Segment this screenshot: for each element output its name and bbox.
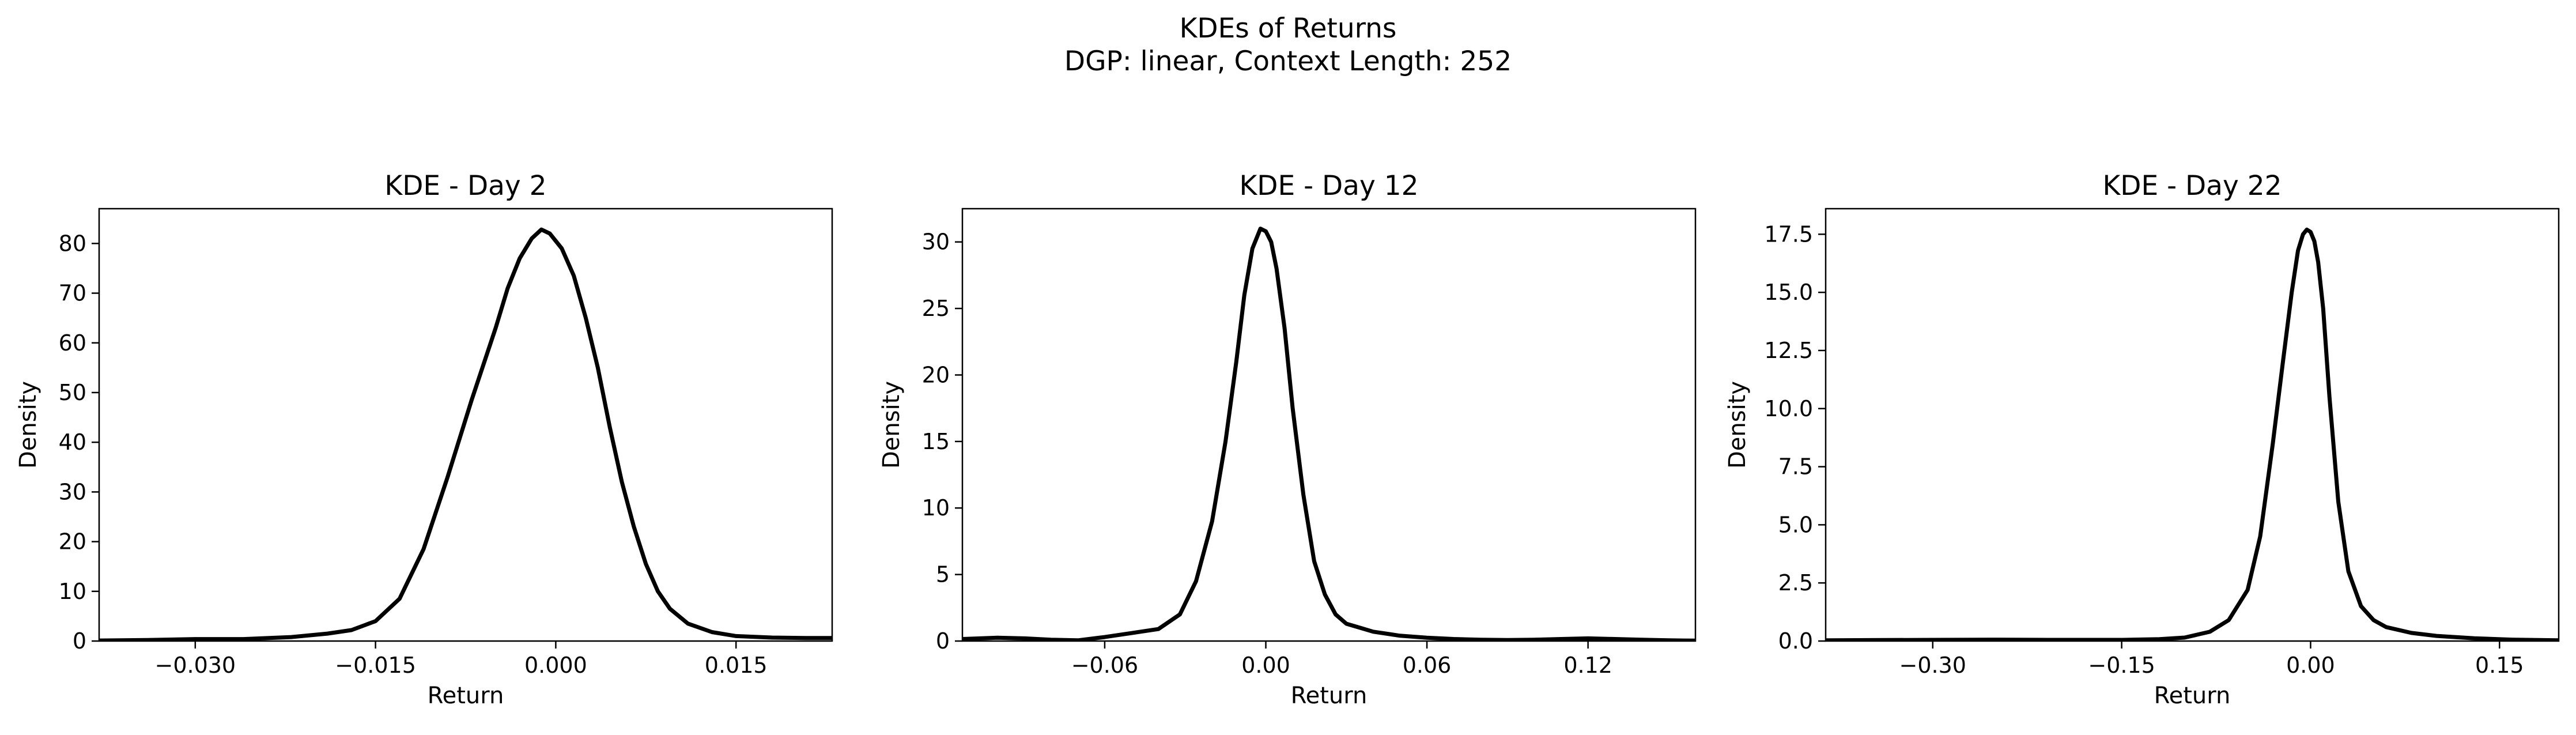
y-tick-label: 10: [59, 579, 86, 604]
x-tick-label: −0.015: [335, 653, 416, 678]
y-tick-label: 7.5: [1778, 454, 1813, 480]
y-tick-label: 0.0: [1778, 628, 1813, 654]
y-tick-label: 12.5: [1764, 338, 1813, 363]
y-tick-label: 15.0: [1764, 280, 1813, 305]
y-tick-label: 0: [73, 628, 86, 654]
y-tick-label: 60: [59, 330, 86, 356]
x-tick-label: −0.15: [2088, 653, 2155, 678]
kde-curve-1-1: [99, 227, 832, 641]
y-tick-label: 30: [59, 479, 86, 504]
y-tick-label: 10.0: [1764, 396, 1813, 421]
y-axis-label: Density: [15, 381, 41, 469]
kde-curve-2-1: [962, 227, 1695, 641]
x-axis-label: Return: [428, 683, 504, 709]
kde-panels: −0.030 −0.015 0.000 0.01501020304050607080K…: [15, 170, 2560, 709]
y-tick-label: 5.0: [1778, 512, 1813, 537]
panel-title: KDE - Day 2: [384, 170, 546, 202]
y-tick-label: 80: [59, 231, 86, 256]
x-tick-label: 0.00: [2286, 653, 2335, 678]
y-tick-label: 2.5: [1778, 570, 1813, 595]
x-tick-label: 0.00: [1241, 653, 1290, 678]
y-axis-label: Density: [1724, 381, 1751, 469]
axes-frame: [98, 208, 833, 642]
y-tick-label: 25: [922, 296, 950, 321]
panel-title: KDE - Day 22: [2102, 170, 2282, 202]
y-tick-label: 50: [59, 380, 86, 405]
y-tick-label: 30: [922, 229, 950, 255]
panel-1: −0.030 −0.015 0.000 0.015 0 10 20 30 40 50 60 70 80 K…: [15, 170, 833, 709]
x-axis-label: Return: [2154, 683, 2231, 709]
panel-title: KDE - Day 12: [1239, 170, 1418, 202]
x-tick-label: −0.06: [1071, 653, 1138, 678]
panel-2: −0.06 0.00 0.06 0.12 0 5 10 15 20 25 30 KDE - Day 1…: [878, 170, 1697, 709]
y-tick-label: 10: [922, 495, 950, 521]
y-axis-label: Density: [878, 381, 905, 469]
figure-suptitle-line1: KDEs of Returns: [1180, 13, 1397, 44]
x-tick-label: 0.12: [1563, 653, 1612, 678]
x-tick-label: 0.015: [705, 653, 768, 678]
axes-frame: [961, 208, 1697, 642]
y-tick-label: 17.5: [1764, 221, 1813, 247]
x-tick-label: −0.030: [154, 653, 236, 678]
y-tick-label: 20: [922, 362, 950, 387]
y-tick-label: 20: [59, 529, 86, 555]
y-tick-label: 15: [922, 429, 950, 454]
y-tick-label: 0: [936, 628, 950, 654]
x-tick-label: 0.15: [2475, 653, 2524, 678]
x-tick-label: 0.06: [1403, 653, 1452, 678]
axes-frame: [1825, 208, 2560, 642]
y-tick-label: 5: [936, 562, 950, 587]
x-tick-label: −0.30: [1899, 653, 1966, 678]
x-tick-label: 0.000: [524, 653, 587, 678]
figure-suptitle-line2: DGP: linear, Context Length: 252: [1064, 46, 1512, 77]
panel-3: −0.30 −0.15 0.00 0.15 0.0 2.5 5.0 7.5 10.0 12.5 15…: [1724, 170, 2560, 709]
kde-curve-3-1: [1826, 227, 2559, 641]
y-tick-label: 40: [59, 429, 86, 455]
y-tick-label: 70: [59, 281, 86, 306]
x-axis-label: Return: [1291, 683, 1368, 709]
